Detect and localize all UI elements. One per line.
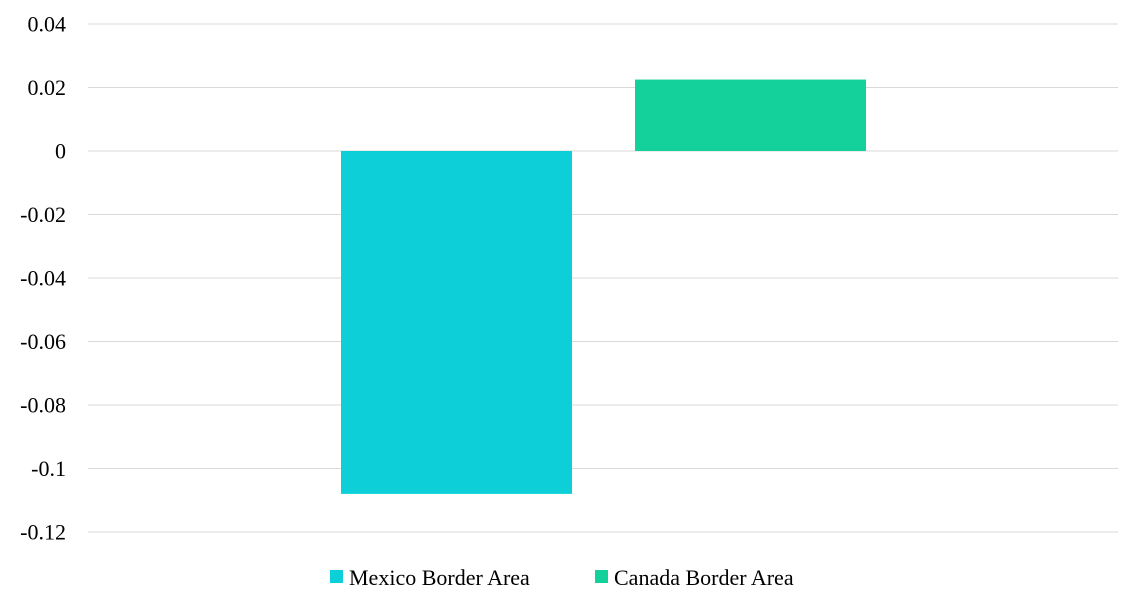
y-tick-label: -0.12 [20,520,66,545]
y-tick-label: -0.1 [31,456,66,481]
y-tick-label: -0.02 [20,202,66,227]
y-tick-label: -0.04 [20,266,66,291]
legend-swatch [330,570,343,583]
legend-swatch [595,570,608,583]
y-tick-label: -0.08 [20,393,66,418]
bar-mexico-border-area [341,151,572,494]
bar-canada-border-area [635,79,866,151]
y-axis-tick-labels: 0.04 0.02 0 -0.02 -0.04 -0.06 -0.08 -0.1 -0.12 [20,12,66,545]
y-tick-label: -0.06 [20,329,66,354]
y-tick-label: 0 [55,139,66,164]
bars [341,79,866,494]
y-tick-label: 0.02 [28,75,67,100]
legend-label: Canada Border Area [614,565,794,590]
legend-label: Mexico Border Area [349,565,530,590]
legend: Mexico Border Area Canada Border Area [330,565,794,590]
y-tick-label: 0.04 [28,12,67,37]
gridlines [88,23,1118,533]
